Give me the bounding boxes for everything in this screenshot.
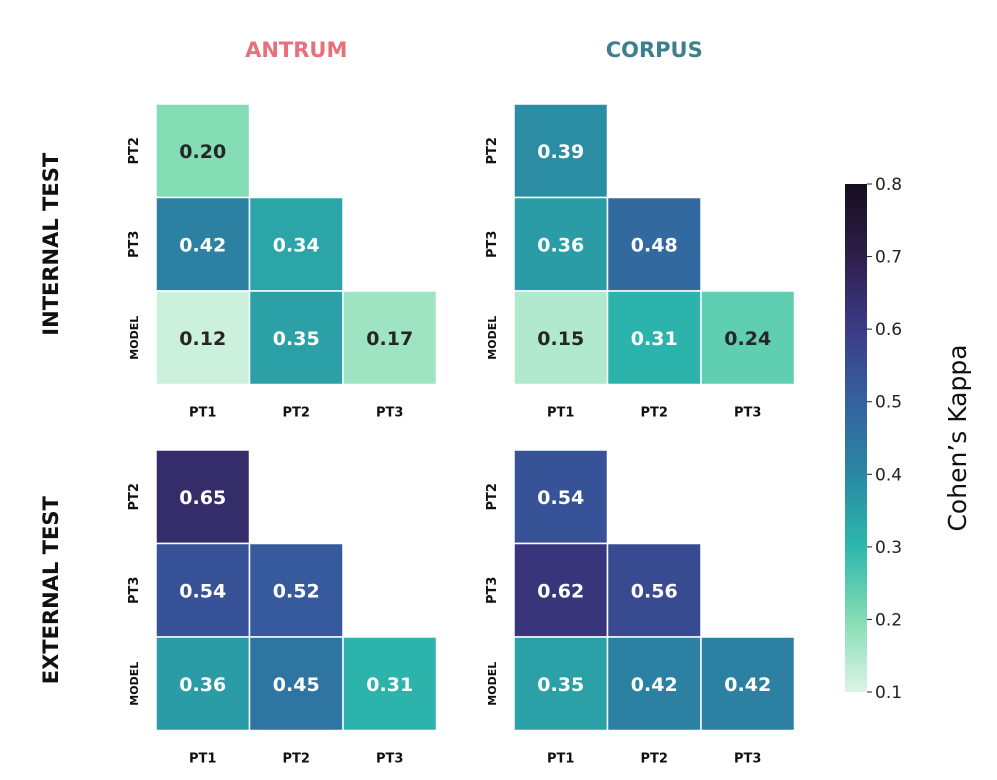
cell-value-label: 0.35	[273, 328, 320, 350]
panel-internal-test-antrum: 0.20 0.42 0.34 0.12 0.35 0.17 PT2 PT3 MODEL PT1 PT…	[127, 103, 438, 421]
cell-value-label: 0.42	[179, 234, 226, 256]
x-tick-label: PT1	[547, 752, 574, 767]
colorbar-label: Cohen’s Kappa	[943, 344, 972, 531]
heatmap-cell	[700, 290, 796, 386]
cell-value-label: 0.31	[366, 674, 413, 696]
y-tick-label: PT2	[127, 483, 142, 510]
x-tick-label: PT3	[734, 752, 761, 767]
column-titles: ANTRUM CORPUS	[245, 38, 703, 62]
heatmap-cell	[248, 196, 344, 292]
cell-value-label: 0.39	[537, 141, 584, 163]
cell-value-label: 0.17	[366, 328, 413, 350]
cell-value-label: 0.62	[537, 580, 584, 602]
cell-value-label: 0.15	[537, 328, 584, 350]
y-tick-label: PT2	[485, 137, 500, 164]
y-tick-label: MODEL	[486, 662, 499, 706]
colorbar: 0.8 0.7 0.6 0.5 0.4 0.3 0.2 0.1 Cohen’s Kappa	[845, 175, 972, 703]
cell-value-label: 0.42	[724, 674, 771, 696]
cell-value-label: 0.54	[537, 487, 584, 509]
cell-value-label: 0.54	[179, 580, 226, 602]
cell-value-label: 0.34	[273, 234, 320, 256]
panel-external-test-corpus: 0.54 0.62 0.56 0.35 0.42 0.42 PT2 PT3 MODEL PT1 PT…	[485, 449, 796, 767]
x-tick-label: PT3	[376, 406, 403, 421]
colorbar-tick-label: 0.8	[875, 175, 902, 195]
cell-value-label: 0.45	[273, 674, 320, 696]
y-tick-label: PT3	[485, 231, 500, 258]
heatmap-cell	[513, 449, 609, 545]
y-tick-label: PT3	[485, 577, 500, 604]
cell-value-label: 0.56	[631, 580, 678, 602]
heatmap-panels: 0.20 0.42 0.34 0.12 0.35 0.17 PT2 PT3 MODEL PT1 PT…	[127, 103, 796, 767]
colorbar-tick-label: 0.4	[875, 465, 902, 485]
x-tick-label: PT3	[734, 406, 761, 421]
y-tick-label: MODEL	[128, 316, 141, 360]
x-tick-label: PT2	[283, 406, 310, 421]
y-tick-label: PT2	[485, 483, 500, 510]
heatmap-cell	[513, 290, 609, 386]
heatmap-cell	[513, 636, 609, 732]
heatmap-cell	[606, 636, 702, 732]
cell-value-label: 0.24	[724, 328, 771, 350]
heatmap-cell	[342, 636, 438, 732]
y-tick-label: MODEL	[128, 662, 141, 706]
y-tick-label: PT2	[127, 137, 142, 164]
x-tick-label: PT2	[283, 752, 310, 767]
colorbar-tick-label: 0.6	[875, 320, 902, 340]
column-title-corpus: CORPUS	[606, 38, 703, 62]
row-titles: INTERNAL TEST EXTERNAL TEST	[39, 152, 63, 684]
heatmap-cell	[155, 103, 251, 199]
heatmap-cell	[342, 290, 438, 386]
heatmap-cell	[606, 542, 702, 638]
cell-value-label: 0.12	[179, 328, 226, 350]
heatmap-cell	[155, 290, 251, 386]
colorbar-gradient	[845, 184, 867, 692]
colorbar-tick-label: 0.2	[875, 610, 902, 630]
colorbar-tick-label: 0.1	[875, 683, 902, 703]
panel-external-test-antrum: 0.65 0.54 0.52 0.36 0.45 0.31 PT2 PT3 MODEL PT1 PT…	[127, 449, 438, 767]
x-tick-label: PT3	[376, 752, 403, 767]
y-tick-label: MODEL	[486, 316, 499, 360]
cell-value-label: 0.42	[631, 674, 678, 696]
cell-value-label: 0.31	[631, 328, 678, 350]
heatmap-cell	[155, 196, 251, 292]
cell-value-label: 0.36	[179, 674, 226, 696]
heatmap-cell	[155, 542, 251, 638]
x-tick-label: PT2	[641, 752, 668, 767]
x-tick-label: PT2	[641, 406, 668, 421]
panel-internal-test-corpus: 0.39 0.36 0.48 0.15 0.31 0.24 PT2 PT3 MODEL PT1 PT…	[485, 103, 796, 421]
row-title-internal-test: INTERNAL TEST	[39, 152, 63, 336]
cell-value-label: 0.36	[537, 234, 584, 256]
cell-value-label: 0.48	[631, 234, 678, 256]
heatmap-cell	[513, 196, 609, 292]
x-tick-label: PT1	[189, 406, 216, 421]
cell-value-label: 0.35	[537, 674, 584, 696]
y-tick-label: PT3	[127, 577, 142, 604]
cell-value-label: 0.20	[179, 141, 226, 163]
cell-value-label: 0.52	[273, 580, 320, 602]
heatmap-cell	[513, 542, 609, 638]
heatmap-cell	[248, 636, 344, 732]
colorbar-tick-label: 0.3	[875, 538, 902, 558]
heatmap-cell	[700, 636, 796, 732]
y-tick-label: PT3	[127, 231, 142, 258]
cell-value-label: 0.65	[179, 487, 226, 509]
colorbar-tick-label: 0.5	[875, 393, 902, 413]
column-title-antrum: ANTRUM	[245, 38, 347, 62]
row-title-external-test: EXTERNAL TEST	[39, 496, 63, 685]
heatmap-cell	[155, 636, 251, 732]
heatmap-cell	[248, 290, 344, 386]
x-tick-label: PT1	[547, 406, 574, 421]
x-tick-label: PT1	[189, 752, 216, 767]
colorbar-tick-label: 0.7	[875, 248, 902, 268]
